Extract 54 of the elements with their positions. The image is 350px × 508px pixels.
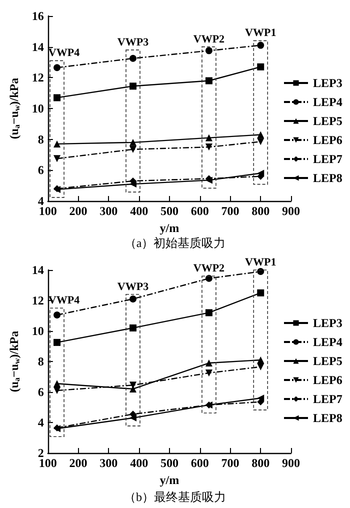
annotation: VWP4 — [48, 294, 80, 307]
y-tick-label: 10 — [32, 102, 44, 116]
y-tick-label: 4 — [38, 416, 44, 430]
y-tick-label: 16 — [32, 9, 44, 23]
annotation: VWP2 — [193, 33, 226, 46]
legend-label: LEP6 — [313, 373, 342, 387]
x-tick-label: 400 — [130, 204, 148, 218]
annotation: VWP3 — [117, 280, 150, 293]
legend-label: LEP5 — [313, 114, 342, 128]
x-tick-label: 200 — [69, 204, 88, 218]
text: （a）初始基质吸力 — [124, 236, 226, 250]
x-tick-label: 400 — [130, 456, 148, 470]
x-tick-label: 800 — [252, 456, 270, 470]
legend-label: LEP3 — [313, 76, 342, 90]
legend-label: LEP4 — [313, 95, 342, 109]
legend-label: LEP4 — [313, 335, 342, 349]
x-tick-label: 500 — [160, 204, 178, 218]
y-tick-label: 12 — [32, 70, 44, 85]
legend-label: LEP3 — [313, 316, 342, 330]
text: （b）最终基质吸力 — [124, 490, 226, 504]
legend-label: LEP5 — [313, 354, 342, 368]
x-tick-label: 200 — [69, 456, 88, 470]
legend-label: LEP6 — [313, 133, 342, 147]
annotation: VWP3 — [117, 36, 150, 48]
x-tick-label: 700 — [221, 204, 240, 218]
legend-label: LEP8 — [313, 171, 342, 185]
x-axis-title: y/m — [160, 472, 180, 487]
y-tick-label: 12 — [32, 294, 44, 308]
y-axis-title: (ua−uw)/kPa — [7, 78, 22, 140]
x-axis-title: y/m — [160, 220, 180, 235]
y-axis-title: (ua−uw)/kPa — [7, 330, 22, 392]
legend-label: LEP8 — [313, 411, 342, 425]
legend-label: LEP7 — [313, 392, 342, 406]
annotation: VWP4 — [48, 47, 80, 60]
x-tick-label: 800 — [252, 204, 270, 218]
annotation: VWP1 — [245, 256, 276, 268]
annotation: VWP1 — [245, 27, 276, 40]
x-tick-label: 300 — [100, 456, 118, 470]
annotation: VWP2 — [193, 262, 226, 275]
legend-label: LEP7 — [313, 152, 342, 166]
x-tick-label: 600 — [190, 456, 209, 470]
y-tick-label: 6 — [38, 385, 44, 399]
x-tick-label: 500 — [160, 456, 178, 470]
x-tick-label: 900 — [282, 456, 300, 470]
y-tick-label: 8 — [38, 354, 44, 368]
x-tick-label: 600 — [190, 204, 209, 218]
x-tick-label: 900 — [282, 204, 300, 218]
y-tick-label: 14 — [32, 40, 44, 54]
x-tick-label: 300 — [100, 204, 118, 218]
y-tick-label: 6 — [38, 163, 44, 178]
y-tick-label: 10 — [32, 324, 44, 338]
y-tick-label: 8 — [38, 132, 44, 146]
y-tick-label: 14 — [32, 263, 44, 277]
x-tick-label: 700 — [221, 456, 240, 470]
